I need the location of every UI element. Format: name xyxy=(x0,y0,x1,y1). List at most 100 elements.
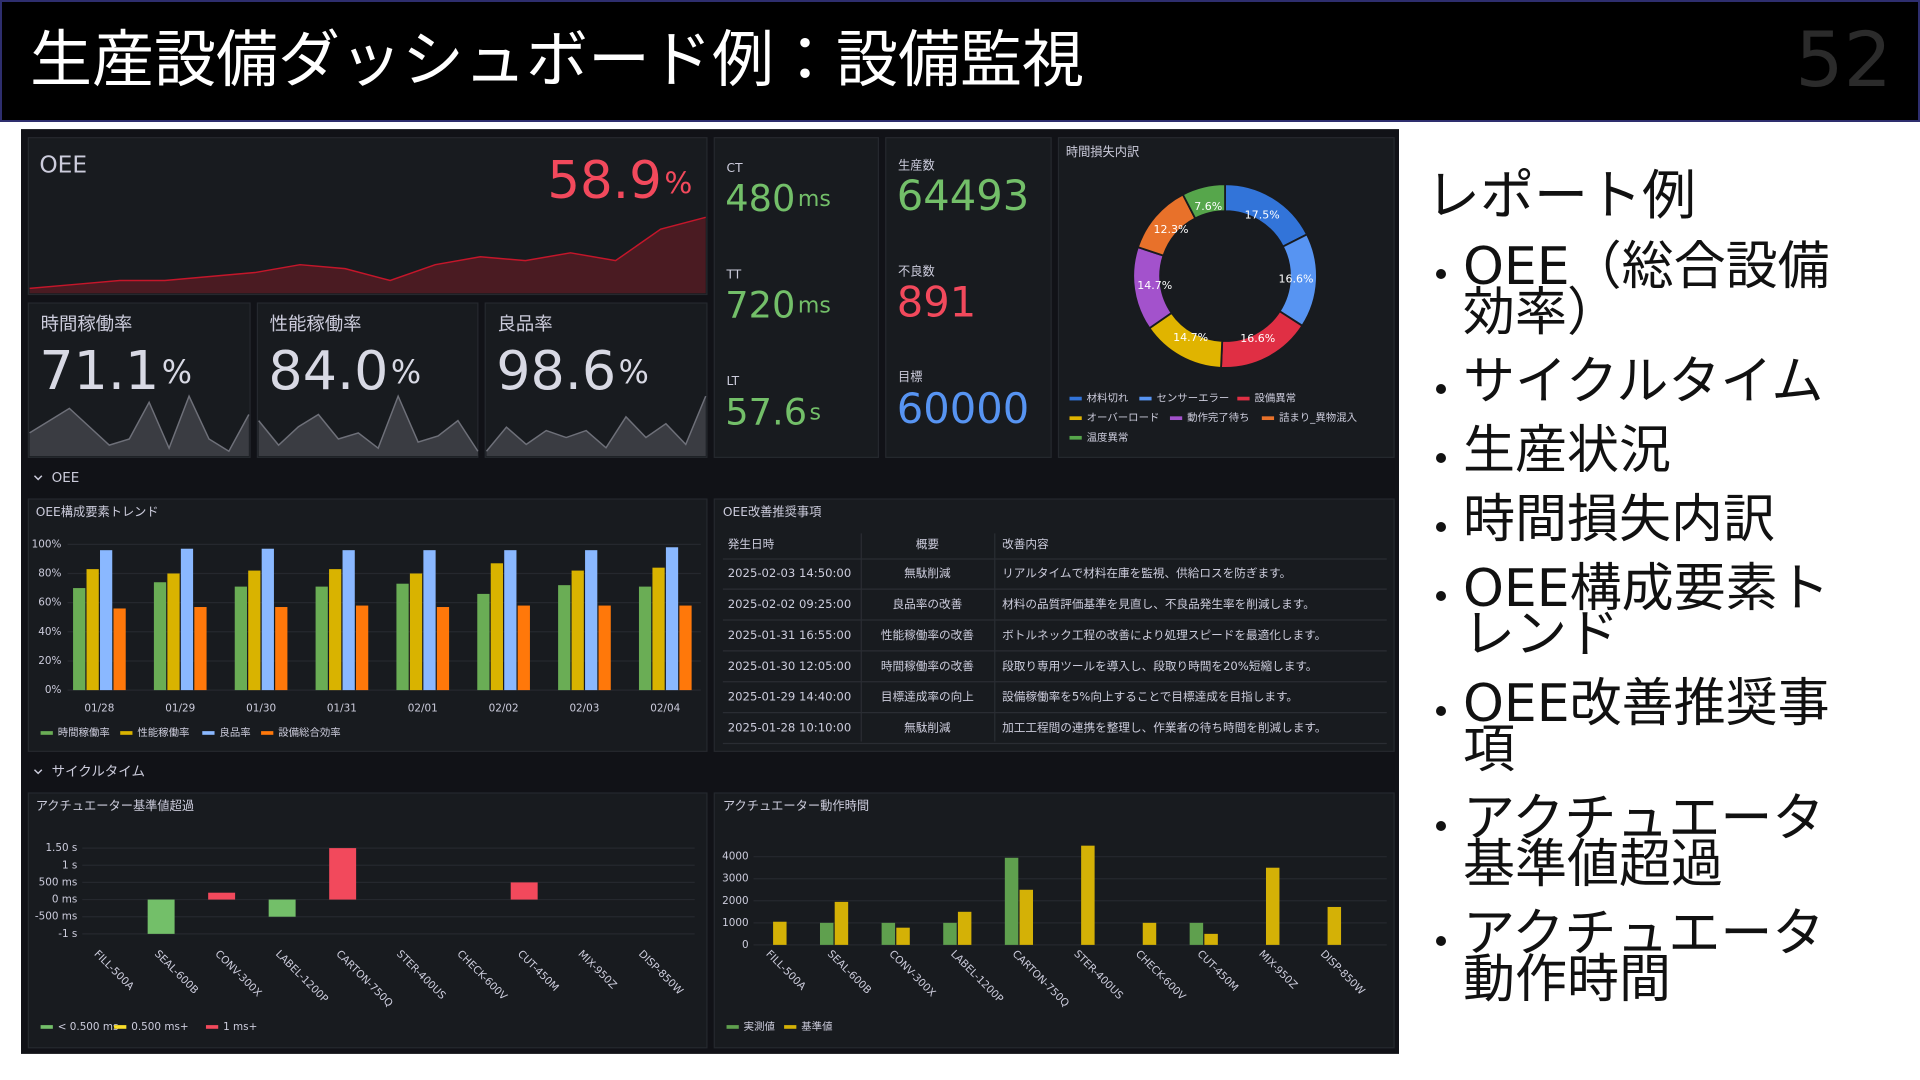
kpi-unit: % xyxy=(664,166,692,200)
bar xyxy=(194,607,207,691)
kpi-unit: % xyxy=(162,353,192,391)
panel xyxy=(27,792,708,1049)
bar xyxy=(100,550,113,691)
bar xyxy=(598,605,611,691)
sparkline xyxy=(29,216,706,290)
y-tick-label: -500 ms xyxy=(35,911,77,923)
donut-label: 16.6% xyxy=(1279,273,1314,286)
table-cell: 2025-02-02 09:25:00 xyxy=(728,597,851,611)
legend-swatch xyxy=(120,731,133,735)
x-tick-label: 02/03 xyxy=(569,702,599,714)
bar xyxy=(73,588,86,691)
donut-label: 7.6% xyxy=(1194,200,1222,213)
y-tick-label: 1 s xyxy=(62,859,77,871)
legend-swatch xyxy=(726,1025,739,1029)
bullet-item: アクチュエータ基準値超過 xyxy=(1463,793,1861,891)
kpi-value: 71.1% xyxy=(39,339,192,402)
bullet-item: OEE構成要素トレンド xyxy=(1463,563,1861,661)
panel-title: アクチュエーター動作時間 xyxy=(723,799,869,813)
y-tick-label: 3000 xyxy=(722,873,748,885)
legend-swatch xyxy=(40,1025,53,1029)
y-tick-label: 1000 xyxy=(722,917,748,929)
y-tick-label: 0 ms xyxy=(52,894,78,906)
y-tick-label: 500 ms xyxy=(39,876,78,888)
legend-label: 基準値 xyxy=(801,1020,832,1033)
bar xyxy=(517,605,530,691)
donut-label: 17.5% xyxy=(1245,209,1280,222)
bar xyxy=(261,548,274,691)
bar xyxy=(571,570,584,691)
row-chevron xyxy=(33,475,43,481)
bar xyxy=(679,605,692,691)
y-tick-label: 2000 xyxy=(722,895,748,907)
row-title: OEE xyxy=(52,470,80,486)
panel-label: OEE xyxy=(39,151,87,178)
legend-swatch xyxy=(1261,416,1275,421)
donut-label: 14.7% xyxy=(1173,331,1208,344)
kpi-number: 84.0 xyxy=(268,339,388,402)
stat-label: TT xyxy=(726,267,742,281)
y-tick-label: 40% xyxy=(38,626,61,638)
y-tick-label: 4000 xyxy=(722,851,748,863)
legend-label: 実測値 xyxy=(744,1020,775,1033)
report-list: レポート例 OEE（総合設備効率） サイクルタイム生産状況時間損失内訳 OEE構成要… xyxy=(1426,166,1896,1026)
sparkline-area xyxy=(29,396,249,457)
table-cell: 無駄削減 xyxy=(904,721,951,735)
y-tick-label: -1 s xyxy=(58,928,77,940)
y-tick-label: 0% xyxy=(45,684,62,696)
panel xyxy=(713,498,1395,752)
bar xyxy=(167,573,180,691)
kpi-number: 57.6 xyxy=(725,390,807,433)
legend-swatch xyxy=(1069,416,1082,421)
panel-label: 性能稼働率 xyxy=(270,314,362,335)
bar xyxy=(1265,867,1280,945)
kpi-number: 480 xyxy=(725,177,795,220)
legend-swatch xyxy=(1169,416,1183,421)
bar xyxy=(834,901,849,945)
kpi-value: 57.6 s xyxy=(725,390,821,433)
panel-label: 時間稼働率 xyxy=(41,314,133,335)
bar xyxy=(436,607,450,691)
legend-label: 時間稼働率 xyxy=(58,726,110,739)
table-cell: 加工工程間の連携を整理し、作業者の待ち時間を削減します。 xyxy=(1002,721,1326,735)
bar xyxy=(234,586,247,691)
x-tick-label: 01/31 xyxy=(327,702,357,714)
bar xyxy=(268,899,296,917)
bar xyxy=(477,593,490,691)
kpi-unit: ms xyxy=(798,187,831,212)
donut-label: 14.7% xyxy=(1137,279,1172,292)
donut-label: 16.6% xyxy=(1240,332,1275,345)
panel-title: 時間損失内訳 xyxy=(1066,144,1139,159)
dashboard: OEE サイクルタイム OEE 58.9 % 時間稼働率 71.1% 性能稼働率 84.0%… xyxy=(21,129,1399,1054)
table-header: 発生日時 xyxy=(728,537,775,551)
table-cell: 性能稼働率の改善 xyxy=(881,628,974,642)
table-cell: 設備稼働率を5%向上することで目標達成を目指します。 xyxy=(1002,690,1298,704)
stat-label: 生産数 xyxy=(898,157,935,172)
table-cell: 無駄削減 xyxy=(904,566,951,580)
legend-label: 設備総合効率 xyxy=(278,726,340,739)
kpi-unit: ms xyxy=(798,294,831,319)
bullet-item: 時間損失内訳 xyxy=(1463,494,1861,546)
x-tick-label: 01/30 xyxy=(246,702,276,714)
stat-value: 60000 xyxy=(897,384,1029,433)
panel-title: OEE構成要素トレンド xyxy=(36,505,159,519)
legend-swatch xyxy=(40,731,53,735)
sparkline-area xyxy=(486,396,706,457)
kpi-value: 480 ms xyxy=(725,177,831,220)
bar xyxy=(819,922,834,945)
legend-label: 良品率 xyxy=(219,726,250,739)
stat-label: 不良数 xyxy=(898,263,935,278)
legend-swatch xyxy=(1069,435,1082,440)
y-tick-label: 1.50 s xyxy=(45,842,77,854)
row-chevron xyxy=(33,769,43,775)
donut-label: 12.3% xyxy=(1154,223,1189,236)
legend-label: センサーエラー xyxy=(1156,393,1229,405)
legend-label: 1 ms+ xyxy=(223,1021,257,1033)
table-cell: 2025-01-28 10:10:00 xyxy=(728,721,851,735)
bar xyxy=(943,922,957,945)
report-heading: レポート例 xyxy=(1426,164,1696,227)
bar xyxy=(409,573,423,691)
stat-label: 目標 xyxy=(898,370,922,384)
table-cell: 目標達成率の向上 xyxy=(881,690,974,704)
